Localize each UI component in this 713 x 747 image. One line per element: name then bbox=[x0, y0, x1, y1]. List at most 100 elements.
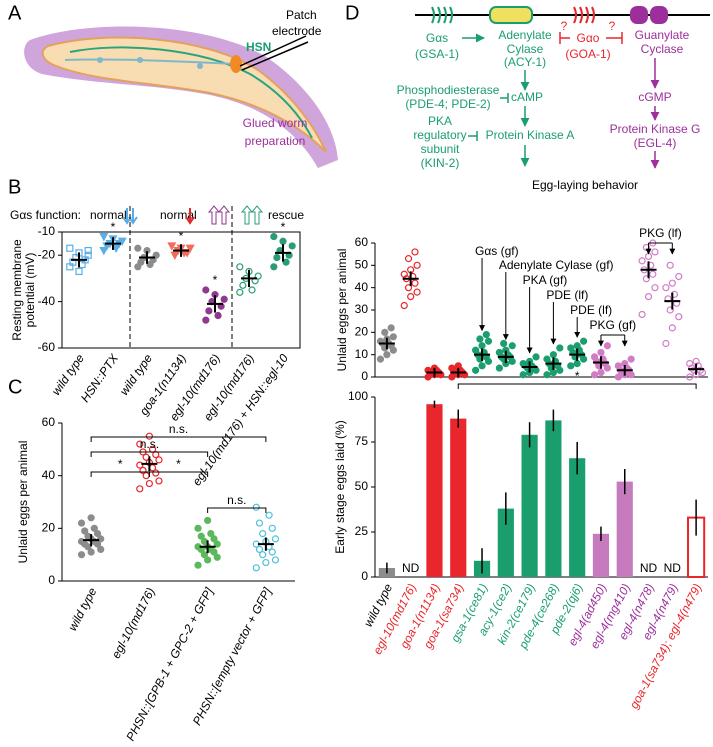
annotation: PKG (lf) bbox=[639, 226, 682, 240]
data-point bbox=[407, 293, 415, 301]
data-point bbox=[644, 252, 653, 260]
data-point bbox=[573, 360, 581, 368]
data-point bbox=[134, 244, 142, 252]
data-point bbox=[155, 456, 163, 464]
function-label: rescue bbox=[268, 208, 304, 222]
data-point bbox=[202, 286, 210, 294]
y-axis-title: potential (mV) bbox=[23, 253, 37, 328]
data-point bbox=[81, 527, 89, 535]
data-point bbox=[413, 261, 421, 269]
data-point bbox=[644, 293, 653, 301]
data-point bbox=[549, 351, 557, 359]
pathway-label: subunit bbox=[421, 142, 460, 156]
data-point bbox=[194, 524, 202, 532]
data-point bbox=[389, 333, 397, 341]
annotation: Adenylate Cylase (gf) bbox=[499, 258, 614, 272]
pathway-outcome: Egg-laying behavior bbox=[532, 178, 638, 192]
data-point bbox=[666, 261, 674, 269]
y-tick-label: -10 bbox=[38, 224, 56, 238]
preparation-label: Glued worm bbox=[243, 116, 308, 130]
data-point bbox=[668, 279, 676, 287]
data-point bbox=[87, 514, 95, 522]
panel-label: D bbox=[345, 2, 359, 24]
pathway-label: cAMP bbox=[511, 90, 543, 104]
bar bbox=[450, 418, 467, 577]
y-tick-label: 75 bbox=[355, 434, 369, 448]
electrode-label: electrode bbox=[272, 24, 322, 38]
preparation-label: preparation bbox=[245, 134, 306, 148]
data-point bbox=[590, 353, 599, 361]
significance: * bbox=[176, 457, 181, 471]
data-point bbox=[97, 545, 105, 554]
data-point bbox=[259, 529, 267, 538]
y-axis-title: Unlaid eggs per animal bbox=[16, 441, 30, 564]
significance: n.s. bbox=[169, 422, 188, 436]
y-tick-label: 0 bbox=[361, 569, 368, 583]
data-point bbox=[476, 335, 484, 343]
function-arrow bbox=[185, 208, 195, 225]
gas-protein bbox=[431, 6, 453, 24]
data-point bbox=[239, 281, 247, 289]
data-point bbox=[271, 556, 280, 564]
significance: * bbox=[213, 273, 218, 287]
data-point bbox=[478, 362, 486, 370]
data-point bbox=[400, 270, 408, 278]
data-point bbox=[139, 466, 147, 474]
panel-label: C bbox=[8, 376, 22, 398]
data-point bbox=[202, 316, 210, 324]
data-point bbox=[651, 284, 659, 292]
data-point bbox=[603, 342, 611, 350]
bar bbox=[426, 404, 443, 577]
data-point bbox=[387, 324, 395, 332]
pathway-label: (GOA-1) bbox=[565, 47, 610, 61]
pathway-label: Gαo bbox=[577, 31, 600, 45]
data-point bbox=[666, 306, 674, 314]
data-point bbox=[77, 537, 86, 546]
neuron-cell bbox=[197, 63, 203, 69]
x-tick-label: egl-10(md176) bbox=[109, 585, 158, 660]
data-point bbox=[97, 535, 105, 543]
data-point bbox=[590, 371, 599, 379]
data-point bbox=[508, 342, 516, 350]
y-tick-label: 0 bbox=[48, 573, 55, 587]
significance-bracket bbox=[207, 507, 267, 513]
data-point bbox=[271, 535, 280, 543]
y-tick-label: -20 bbox=[38, 247, 56, 261]
y-tick-label: 100 bbox=[348, 389, 368, 403]
data-point bbox=[519, 360, 527, 368]
hsn-cell bbox=[230, 55, 242, 73]
data-point bbox=[77, 519, 86, 527]
y-tick-label: -60 bbox=[38, 340, 56, 354]
data-point bbox=[84, 246, 92, 255]
bar bbox=[592, 533, 610, 577]
data-point bbox=[268, 548, 276, 556]
data-point bbox=[136, 485, 144, 493]
data-point bbox=[255, 519, 264, 527]
y-tick-label: 40 bbox=[355, 280, 369, 294]
data-point bbox=[270, 263, 278, 271]
data-point bbox=[597, 348, 605, 357]
data-point bbox=[167, 242, 177, 251]
significance: * bbox=[111, 220, 116, 234]
pathway-label: Cylase bbox=[507, 42, 544, 56]
data-point bbox=[205, 307, 213, 315]
data-point bbox=[204, 516, 212, 525]
data-point bbox=[207, 529, 215, 538]
neuron-cell bbox=[137, 57, 143, 63]
data-point bbox=[472, 366, 480, 374]
data-point bbox=[532, 353, 540, 361]
pathway-label: (KIN-2) bbox=[421, 156, 460, 170]
data-point bbox=[87, 548, 95, 556]
data-point bbox=[204, 556, 212, 564]
data-point bbox=[495, 348, 503, 357]
data-point bbox=[146, 260, 154, 269]
bar bbox=[497, 508, 514, 577]
pathway-label: Gαs bbox=[426, 31, 448, 45]
pathway-label: (PDE-4; PDE-2) bbox=[405, 97, 490, 111]
pathway-label: Phosphodiesterase bbox=[397, 83, 500, 97]
data-point bbox=[99, 233, 109, 242]
y-tick-label: 20 bbox=[355, 325, 369, 339]
data-point bbox=[448, 373, 456, 381]
data-point bbox=[66, 244, 74, 252]
